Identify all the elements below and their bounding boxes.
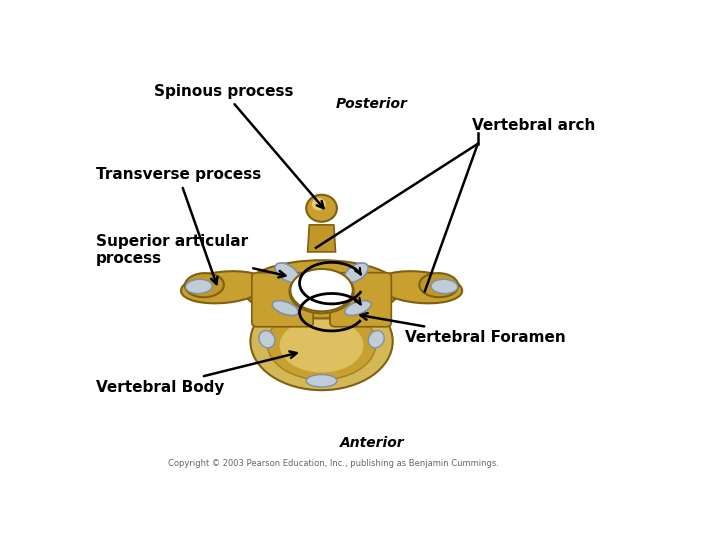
- Text: Vertebral Body: Vertebral Body: [96, 352, 297, 395]
- Ellipse shape: [259, 330, 275, 348]
- FancyBboxPatch shape: [252, 273, 313, 327]
- Ellipse shape: [279, 319, 364, 373]
- Ellipse shape: [186, 279, 212, 294]
- Ellipse shape: [275, 263, 299, 282]
- Ellipse shape: [306, 375, 337, 387]
- Ellipse shape: [369, 330, 384, 348]
- Text: Copyright © 2003 Pearson Education, Inc., publishing as Benjamin Cummings.: Copyright © 2003 Pearson Education, Inc.…: [168, 460, 499, 469]
- Text: Vertebral Foramen: Vertebral Foramen: [361, 313, 566, 345]
- Text: Superior articular
process: Superior articular process: [96, 234, 285, 278]
- Text: Anterior: Anterior: [339, 436, 404, 450]
- Ellipse shape: [377, 271, 462, 303]
- Ellipse shape: [290, 269, 353, 312]
- Text: Spinous process: Spinous process: [154, 84, 323, 208]
- Text: Posterior: Posterior: [336, 97, 408, 111]
- Text: Vertebral arch: Vertebral arch: [472, 118, 595, 133]
- Polygon shape: [307, 225, 336, 252]
- FancyBboxPatch shape: [330, 273, 392, 327]
- Ellipse shape: [306, 195, 337, 222]
- Ellipse shape: [312, 198, 325, 211]
- Ellipse shape: [344, 263, 368, 282]
- Ellipse shape: [289, 269, 354, 313]
- Ellipse shape: [431, 279, 458, 294]
- Ellipse shape: [267, 307, 376, 380]
- Ellipse shape: [345, 301, 371, 315]
- Text: Transverse process: Transverse process: [96, 167, 261, 284]
- Ellipse shape: [251, 293, 392, 390]
- Ellipse shape: [185, 273, 224, 297]
- Ellipse shape: [243, 260, 400, 319]
- Ellipse shape: [181, 271, 267, 303]
- Ellipse shape: [272, 301, 299, 315]
- Ellipse shape: [419, 273, 458, 297]
